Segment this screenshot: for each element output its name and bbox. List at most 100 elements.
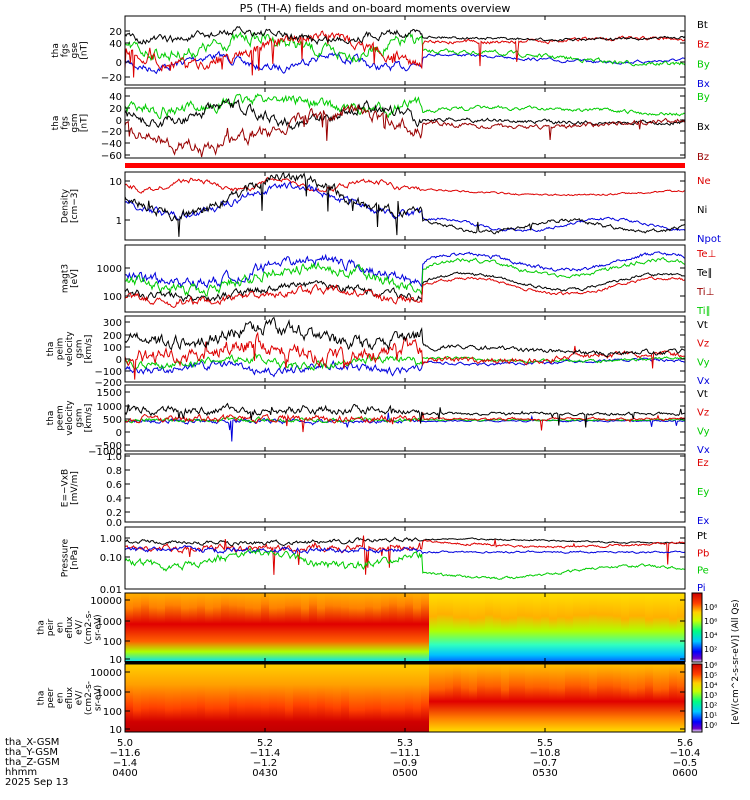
panel-frame	[124, 171, 686, 241]
legend-entry: Ez	[697, 458, 709, 469]
series-line	[124, 251, 686, 290]
spectrogram-column	[629, 664, 638, 732]
spectrogram-column	[445, 593, 454, 662]
spectrogram-column	[453, 593, 462, 662]
spectrogram-column	[445, 664, 454, 732]
series-line	[124, 257, 686, 297]
y-tick-label: 40	[109, 39, 122, 50]
spectrogram-column	[213, 664, 222, 732]
y-tick-label: 500	[103, 415, 122, 426]
spectrogram-column	[629, 593, 638, 662]
spectrogram-column	[261, 664, 270, 732]
x-tick-label: 5.2	[257, 738, 273, 749]
y-tick-label: 1000	[97, 402, 122, 413]
y-axis-label: Pressure	[60, 538, 70, 577]
spectrogram-column	[389, 664, 398, 732]
x-tick-label: −11.1	[390, 748, 421, 759]
y-tick-label: 300	[103, 318, 122, 329]
spectrogram-column	[389, 593, 398, 662]
y-axis-label: (cm2-s-	[84, 610, 94, 644]
y-axis-label: [cm−3]	[70, 189, 80, 223]
colorbar-top	[691, 592, 703, 663]
y-tick-label: 1000	[97, 617, 122, 628]
legend-entry: Pb	[697, 548, 709, 559]
series-line	[124, 353, 686, 371]
spectrogram-column	[669, 664, 678, 732]
spectrogram-column	[509, 664, 518, 732]
legend-entry: Ni	[697, 205, 707, 216]
y-tick-label: 100	[103, 707, 122, 718]
spectrogram-column	[669, 593, 678, 662]
y-tick-label: 10000	[90, 668, 122, 679]
spectrogram-column	[541, 664, 550, 732]
y-tick-label: 20	[109, 27, 122, 38]
series-line	[124, 412, 686, 442]
spectrogram-column	[245, 664, 254, 732]
spectrogram-column	[589, 593, 598, 662]
legend-entry: Ti⊥	[696, 287, 714, 298]
legend-entry: By	[697, 59, 710, 70]
spectrogram-column	[501, 593, 510, 662]
x-tick-label: 0600	[672, 768, 697, 779]
spectrogram-column	[269, 593, 278, 662]
spectrogram-column	[141, 664, 150, 732]
legend-entry: Te∥	[696, 268, 713, 279]
spectrogram-column	[493, 664, 502, 732]
spectrogram-column	[245, 593, 254, 662]
spectrogram-column	[349, 593, 358, 662]
y-axis-label: eflux	[65, 686, 75, 709]
y-tick-label: 200	[103, 331, 122, 342]
y-axis-label: eV/	[75, 690, 85, 706]
spectrogram-column	[237, 664, 246, 732]
spectrogram-column	[597, 664, 606, 732]
colorbar-tick-label: 10⁰	[704, 721, 717, 730]
spectrogram-column	[309, 664, 318, 732]
y-axis-label: tha	[46, 411, 56, 426]
series-line	[124, 271, 686, 303]
spectrogram-column	[365, 664, 374, 732]
spectrogram-column	[581, 664, 590, 732]
y-axis-label: sr-eV)	[94, 614, 104, 640]
xaxis-row-label: tha_Z-GSM	[5, 757, 60, 768]
y-axis-label: eflux	[65, 616, 75, 639]
spectrogram-column	[517, 664, 526, 732]
series-line	[124, 545, 686, 555]
y-tick-label: −20	[101, 73, 122, 84]
y-axis-label: [mV/m]	[70, 471, 80, 505]
y-axis-label: [eV]	[70, 269, 80, 288]
legend-entry: Ey	[697, 487, 709, 498]
colorbar-tick-label: 10⁵	[704, 671, 717, 680]
y-axis-label: [km/s]	[84, 335, 94, 364]
spectrogram-column	[597, 593, 606, 662]
spectrogram-column	[189, 593, 198, 662]
spectrogram-column	[205, 664, 214, 732]
series-line	[124, 412, 686, 433]
spectrogram-column	[501, 664, 510, 732]
spectrogram-column	[605, 664, 614, 732]
spectrogram-column	[453, 664, 462, 732]
y-tick-label: −200	[95, 378, 122, 389]
spectrogram-column	[637, 664, 646, 732]
spectrogram-column	[317, 593, 326, 662]
x-tick-label: −1.4	[113, 758, 137, 769]
x-tick-label: −11.4	[250, 748, 281, 759]
y-axis-label: peem	[56, 405, 66, 431]
x-tick-label: 0400	[112, 768, 137, 779]
colorbar-tick-label: 10²	[704, 701, 717, 710]
x-tick-label: −10.8	[530, 748, 561, 759]
spectrogram-column	[373, 593, 382, 662]
spectrogram-column	[549, 664, 558, 732]
y-axis-label: [km/s]	[84, 404, 94, 433]
spectrogram-column	[381, 593, 390, 662]
panel-frame	[124, 453, 686, 523]
spectrogram-column	[317, 664, 326, 732]
spectrogram-column	[533, 593, 542, 662]
spectrogram-column	[621, 593, 630, 662]
x-tick-label: 0430	[252, 768, 277, 779]
series-line	[124, 402, 686, 428]
y-tick-label: −60	[101, 151, 122, 162]
y-tick-label: 10	[109, 725, 122, 736]
x-tick-label: 0530	[532, 768, 557, 779]
spectrogram-column	[181, 593, 190, 662]
